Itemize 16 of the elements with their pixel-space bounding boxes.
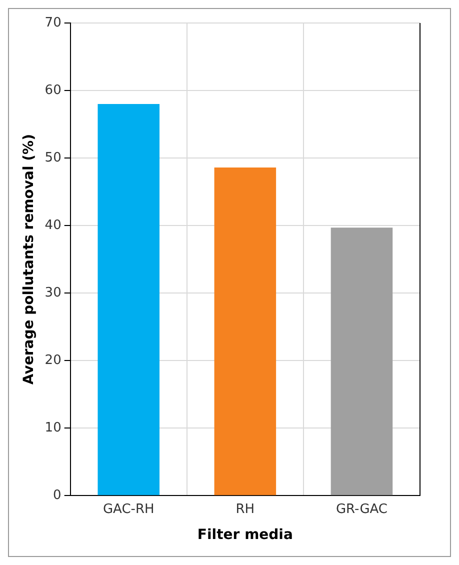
x-tick-label: RH	[236, 502, 255, 517]
y-tick-label: 50	[44, 150, 62, 166]
x-tick-label: GR-GAC	[336, 502, 388, 517]
bar	[214, 167, 276, 496]
y-tick-label: 30	[44, 285, 62, 300]
y-axis-title: Average pollutants removal (%)	[21, 134, 38, 385]
y-tick-label: 0	[53, 488, 62, 503]
x-axis-title: Filter media	[197, 527, 293, 544]
y-tick-label: 10	[44, 420, 62, 436]
y-tick-label: 20	[44, 352, 62, 368]
y-tick-label: 70	[44, 15, 62, 30]
y-tick-label: 60	[44, 82, 62, 98]
bar	[98, 104, 160, 496]
bar	[330, 228, 393, 496]
y-tick-label: 40	[44, 218, 62, 233]
x-tick-label: GAC-RH	[102, 502, 154, 517]
